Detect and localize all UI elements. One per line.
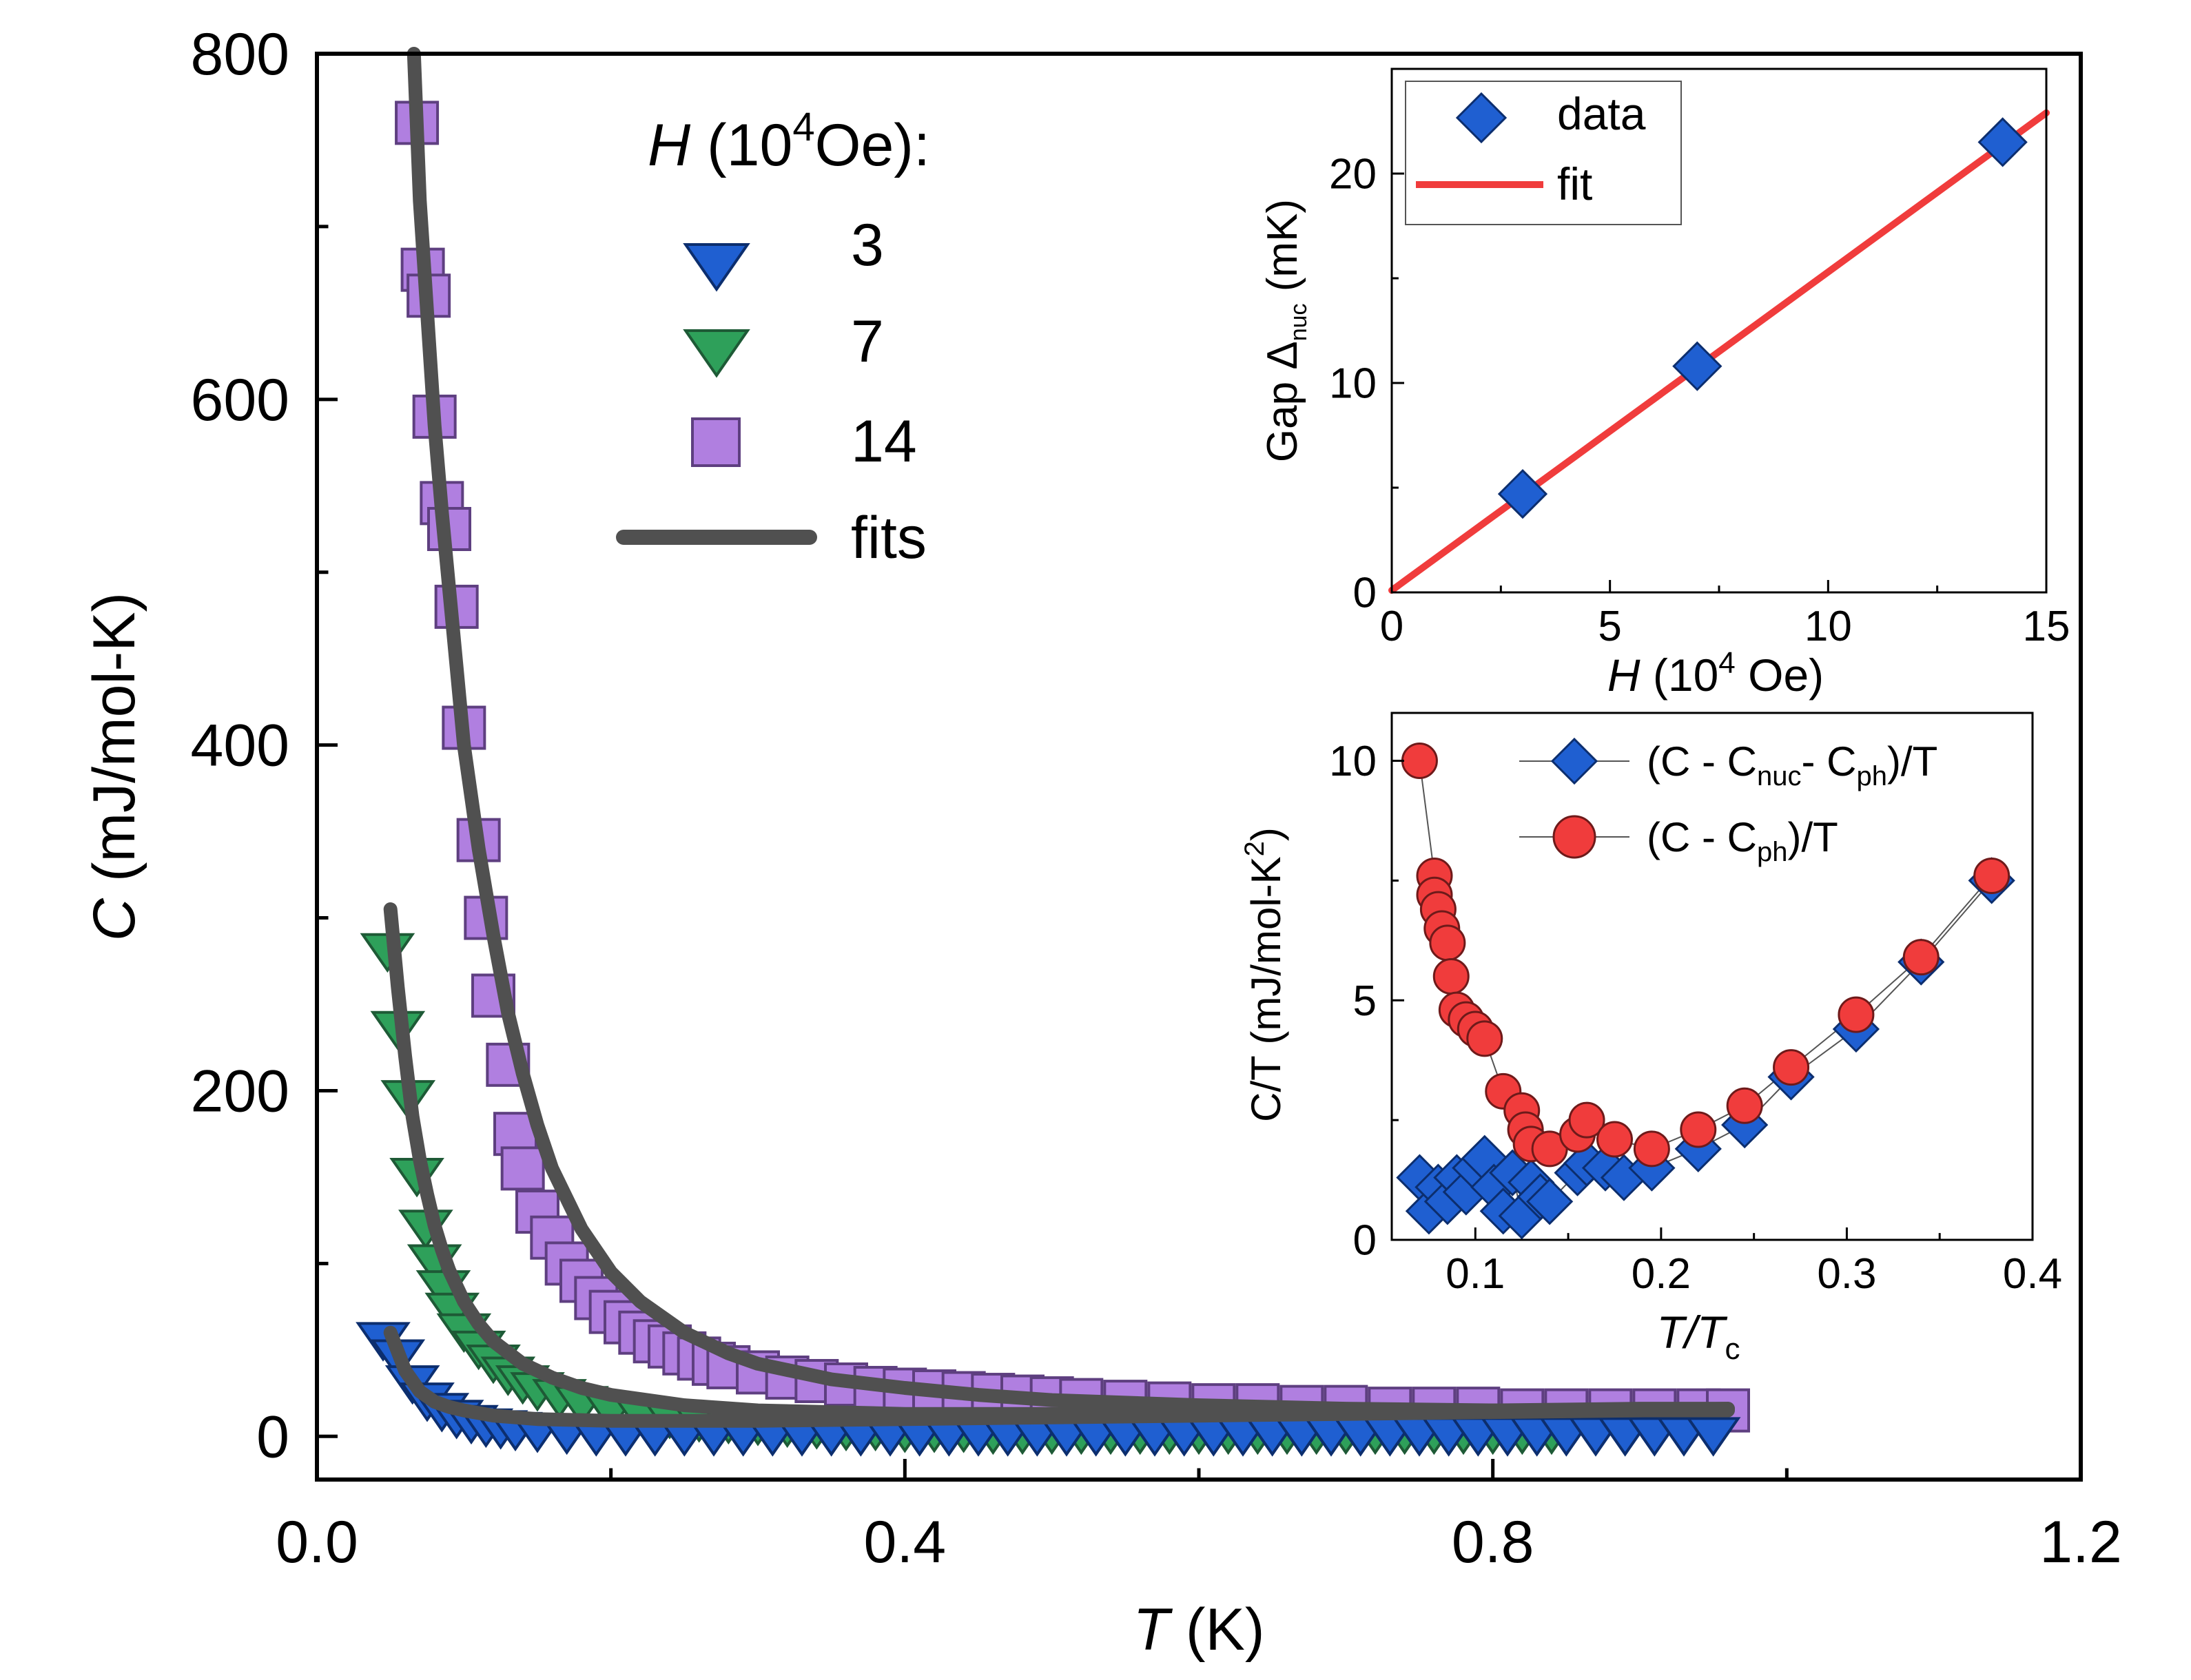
inset-ct-legend: (C - Cnuc- Cph)/T (C - Cph)/T: [1519, 737, 1937, 867]
y-tick-label: 20: [1329, 151, 1377, 198]
y-tick-label: 600: [191, 367, 290, 433]
ct-circle-point: [1432, 958, 1470, 995]
ct-circle-point: [1633, 1130, 1670, 1168]
main-data-layer: [356, 47, 1750, 1457]
inset-ct-legend-diamond: [1550, 737, 1598, 785]
x-tick-label: 15: [2023, 603, 2070, 650]
x-tick-label: 0: [1380, 603, 1403, 650]
legend-label-3: 3: [851, 212, 884, 278]
inset-ct-legend-circle: [1552, 815, 1596, 859]
inset-ct-legend-label-1: (C - Cnuc- Cph)/T: [1647, 738, 1937, 791]
x-tick-label: 5: [1598, 603, 1621, 650]
x-tick-label: 0.3: [1817, 1250, 1876, 1298]
x-tick-label: 10: [1804, 603, 1852, 650]
gap-data-point: [1977, 117, 2028, 167]
inset-gap-data-layer: [1388, 109, 2050, 594]
ct-circle-point: [1401, 743, 1438, 780]
y-tick-label: 0: [1353, 570, 1377, 617]
inset-gap-y-axis-title: Gap Δnuc (mK): [1259, 199, 1312, 462]
gap-fit-line: [1388, 109, 2050, 594]
inset-ct-plot: 0.1 0.2 0.3 0.4 0 5 10 (C - Cnuc- Cph)/T (C - …: [1239, 712, 2062, 1366]
inset-gap-x-axis-title: H (104 Oe): [1607, 646, 1824, 701]
ct-circle-point: [1726, 1087, 1763, 1124]
inset-gap-axes-ticks: 0 5 10 15 0 10 20: [1329, 151, 2070, 650]
inset-ct-frame: [1390, 712, 2034, 1241]
y-tick-label: 800: [191, 21, 290, 87]
x-tick-label: 0.2: [1632, 1250, 1691, 1298]
inset-ct-x-axis-title: T/Tc: [1657, 1307, 1740, 1366]
y-tick-label: 10: [1329, 360, 1377, 408]
legend-marker-14: [691, 417, 741, 467]
ct-circle-point: [1773, 1049, 1810, 1086]
inset-gap-legend: data fit: [1405, 81, 1682, 225]
ct-circle-point: [1429, 924, 1466, 962]
inset-ct-legend-label-2: (C - Cph)/T: [1647, 814, 1838, 867]
legend-label-14: 14: [851, 408, 917, 475]
legend-label-7: 7: [851, 309, 884, 375]
legend-marker-7: [683, 329, 750, 378]
main-x-axis-title: T (K): [1133, 1597, 1264, 1663]
inset-gap-legend-diamond: [1455, 92, 1508, 144]
gap-data-point: [1497, 468, 1548, 519]
y-tick-label: 400: [191, 713, 290, 779]
y-tick-label: 5: [1353, 977, 1377, 1025]
fit-7-line: [383, 902, 1735, 1421]
x-tick-label: 0.1: [1446, 1250, 1505, 1298]
inset-gap-legend-box: [1405, 81, 1682, 225]
data-point-h3: [1685, 1417, 1741, 1457]
x-tick-label: 1.2: [2039, 1509, 2122, 1575]
gap-data-point: [1672, 341, 1722, 391]
inset-gap-legend-data: data: [1557, 88, 1646, 139]
inset-gap-plot: 0 5 10 15 0 10 20 data fit H (104 Oe) Gap Δnuc…: [1259, 68, 2070, 701]
ct-circle-point: [1973, 857, 2010, 894]
y-tick-label: 200: [191, 1059, 290, 1125]
ct-circle-point: [1596, 1121, 1633, 1158]
data-point-h14: [500, 1146, 545, 1191]
ct-diamond-point: [1526, 1178, 1574, 1225]
y-tick-label: 10: [1329, 738, 1377, 785]
x-tick-label: 0.0: [276, 1509, 358, 1575]
main-y-axis-title: C (mJ/mol-K): [81, 592, 147, 941]
fit-14-line: [407, 47, 1735, 1418]
x-tick-label: 0.4: [2003, 1250, 2062, 1298]
ct-circle-point: [1902, 939, 1940, 976]
ct-circle-point: [1568, 1101, 1605, 1139]
legend-marker-3: [683, 243, 750, 292]
y-tick-label: 0: [1353, 1217, 1377, 1265]
x-tick-label: 0.4: [864, 1509, 947, 1575]
ct-diamond-point: [1628, 1144, 1676, 1192]
ct-circle-point: [1680, 1111, 1717, 1148]
ct-circle-point: [1838, 996, 1875, 1033]
main-legend-title: H (104Oe):: [648, 105, 930, 178]
inset-ct-data-layer: [1396, 743, 2015, 1240]
y-tick-label: 0: [256, 1404, 289, 1470]
inset-ct-axes-ticks: 0.1 0.2 0.3 0.4 0 5 10: [1329, 738, 2062, 1298]
ct-diamond-point: [1674, 1125, 1722, 1172]
inset-gap-legend-fit: fit: [1557, 158, 1592, 209]
ct-circle-point: [1466, 1020, 1503, 1057]
x-tick-label: 0.8: [1452, 1509, 1534, 1575]
inset-ct-y-axis-title: C/T (mJ/mol-K2): [1239, 827, 1289, 1122]
legend-label-fits: fits: [851, 505, 927, 571]
main-legend: H (104Oe): 3 7 14 fits: [616, 105, 930, 571]
